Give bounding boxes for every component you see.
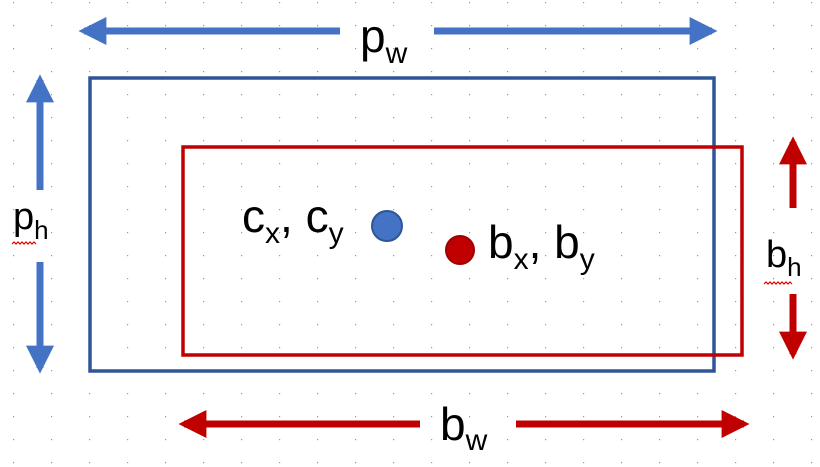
- pw-label-base: p: [360, 10, 386, 62]
- bw-label-subscript: w: [465, 424, 488, 457]
- prior-center-dot: [371, 210, 403, 242]
- bw-label-base: b: [440, 398, 466, 450]
- box-center-a-subscript: x: [514, 243, 529, 276]
- box-center-b-base: b: [554, 216, 580, 268]
- box-center-label: bx, by: [488, 216, 595, 276]
- prior-center-separator: ,: [280, 190, 306, 242]
- prior-center-a-subscript: x: [265, 217, 280, 250]
- bh-spellcheck-squiggle: [763, 281, 793, 285]
- bh-label-base: b: [766, 234, 787, 276]
- pw-label: pw: [360, 10, 408, 70]
- bw-label: bw: [440, 398, 488, 457]
- ph-spellcheck-squiggle: [11, 241, 37, 245]
- ph-label-subscript: h: [34, 215, 48, 245]
- ph-label-base: p: [13, 196, 34, 238]
- prior-center-b-subscript: y: [329, 217, 344, 250]
- ph-label: ph: [13, 196, 49, 245]
- box-center-separator: ,: [529, 216, 555, 268]
- box-center-b-subscript: y: [580, 243, 595, 276]
- prior-center-b-base: c: [306, 190, 329, 242]
- bh-label: bh: [766, 234, 802, 282]
- box-center-dot: [445, 235, 475, 265]
- box-center-a-base: b: [488, 216, 514, 268]
- prior-center-a-base: c: [242, 190, 265, 242]
- prior-box: [88, 76, 716, 373]
- bh-label-subscript: h: [787, 252, 801, 282]
- predicted-box: [181, 145, 744, 357]
- pw-label-subscript: w: [385, 37, 408, 70]
- prior-center-label: cx, cy: [242, 190, 344, 250]
